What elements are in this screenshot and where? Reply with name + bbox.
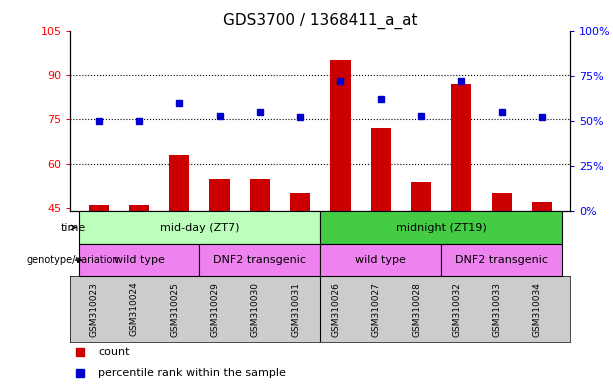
Text: GSM310026: GSM310026 (332, 282, 340, 337)
Text: time: time (61, 222, 86, 233)
Bar (210, 179, 230, 211)
Bar (78, 211, 321, 244)
Text: GSM310032: GSM310032 (452, 282, 462, 337)
Bar (78, 244, 199, 276)
Title: GDS3700 / 1368411_a_at: GDS3700 / 1368411_a_at (223, 13, 417, 29)
Text: GSM310029: GSM310029 (211, 282, 219, 337)
Bar (199, 244, 321, 276)
Bar (532, 202, 552, 211)
Bar (411, 182, 431, 211)
Bar (129, 205, 149, 211)
Text: GSM310033: GSM310033 (493, 282, 501, 337)
Bar (249, 179, 270, 211)
Text: midnight (ZT19): midnight (ZT19) (396, 222, 487, 233)
Text: DNF2 transgenic: DNF2 transgenic (455, 255, 548, 265)
Text: GSM310024: GSM310024 (130, 282, 139, 336)
Text: wild type: wild type (356, 255, 406, 265)
Bar (441, 244, 562, 276)
Text: GSM310031: GSM310031 (291, 282, 300, 337)
Text: genotype/variation: genotype/variation (26, 255, 119, 265)
Bar (451, 84, 471, 211)
Bar (169, 155, 189, 211)
Text: GSM310023: GSM310023 (89, 282, 99, 337)
Text: GSM310030: GSM310030 (251, 282, 260, 337)
Text: mid-day (ZT7): mid-day (ZT7) (159, 222, 239, 233)
Text: percentile rank within the sample: percentile rank within the sample (98, 368, 286, 379)
Bar (492, 194, 512, 211)
Text: GSM310027: GSM310027 (371, 282, 381, 337)
Bar (321, 211, 562, 244)
Text: DNF2 transgenic: DNF2 transgenic (213, 255, 306, 265)
Text: wild type: wild type (113, 255, 164, 265)
Bar (89, 205, 109, 211)
Bar (330, 60, 351, 211)
Text: GSM310025: GSM310025 (170, 282, 179, 337)
Text: GSM310028: GSM310028 (412, 282, 421, 337)
Bar (371, 128, 391, 211)
Bar (321, 244, 441, 276)
Text: GSM310034: GSM310034 (533, 282, 542, 337)
Text: count: count (98, 347, 129, 358)
Bar (290, 194, 310, 211)
